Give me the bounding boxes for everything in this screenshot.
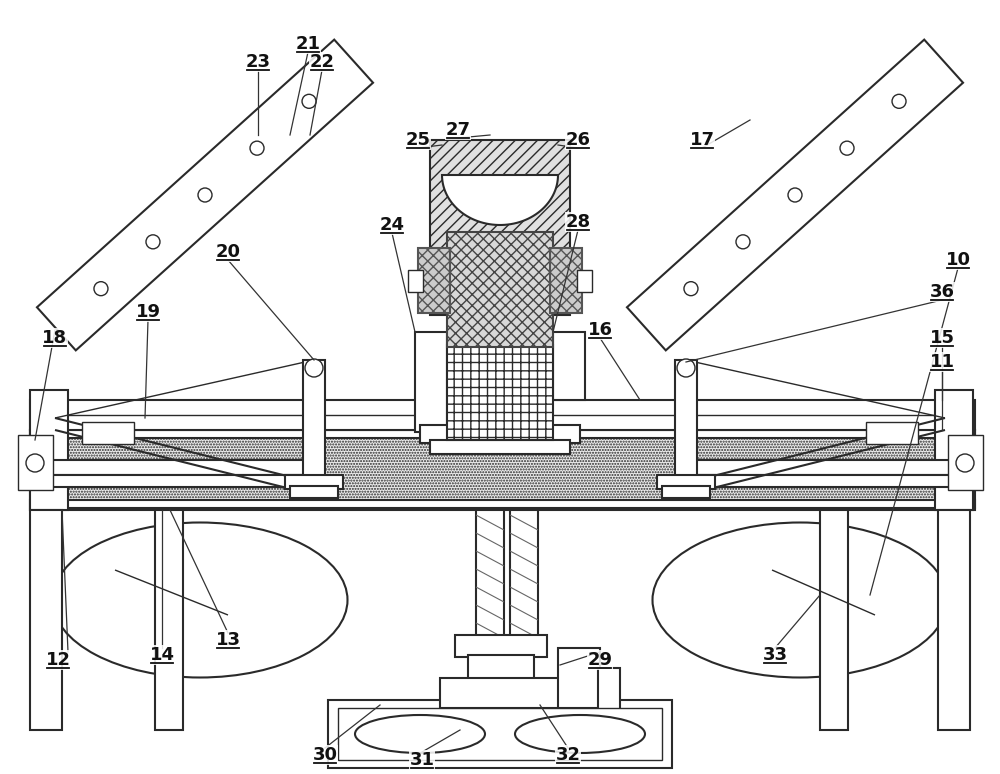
Bar — [577, 270, 592, 292]
Circle shape — [684, 282, 698, 296]
Bar — [938, 510, 970, 730]
Bar — [408, 270, 423, 292]
Circle shape — [788, 188, 802, 202]
Text: 21: 21 — [296, 35, 320, 53]
Bar — [420, 425, 580, 443]
Circle shape — [840, 141, 854, 155]
Bar — [553, 332, 585, 400]
Bar — [328, 700, 672, 768]
Text: 25: 25 — [406, 131, 430, 149]
Bar — [415, 332, 447, 432]
Bar — [30, 500, 975, 508]
Bar — [685, 460, 970, 475]
Ellipse shape — [52, 522, 348, 677]
Bar — [662, 486, 710, 498]
Bar — [550, 248, 582, 313]
Bar — [820, 510, 848, 730]
Ellipse shape — [652, 522, 948, 677]
Bar — [657, 475, 715, 489]
Circle shape — [198, 188, 212, 202]
Ellipse shape — [515, 715, 645, 753]
Text: 36: 36 — [930, 283, 954, 301]
Text: 30: 30 — [312, 746, 338, 764]
Bar — [30, 510, 62, 730]
Bar — [155, 510, 183, 730]
Circle shape — [26, 454, 44, 472]
Circle shape — [302, 94, 316, 108]
Bar — [468, 655, 534, 680]
Bar — [685, 475, 970, 487]
Text: 16: 16 — [588, 321, 612, 339]
Bar — [303, 360, 325, 480]
Circle shape — [956, 454, 974, 472]
Bar — [285, 475, 343, 489]
Bar — [455, 635, 547, 657]
Circle shape — [677, 359, 695, 377]
Bar — [598, 668, 620, 710]
Circle shape — [146, 235, 160, 248]
Bar — [290, 486, 338, 498]
Bar — [430, 440, 570, 454]
Text: 20: 20 — [216, 243, 240, 261]
Bar — [37, 39, 373, 351]
Text: 32: 32 — [556, 746, 580, 764]
Circle shape — [736, 235, 750, 248]
Circle shape — [305, 359, 323, 377]
Bar — [476, 510, 504, 640]
Circle shape — [94, 282, 108, 296]
Bar — [948, 435, 983, 490]
Text: 11: 11 — [930, 353, 954, 371]
Bar — [675, 360, 697, 480]
Bar — [558, 648, 600, 708]
Bar — [30, 400, 975, 430]
Circle shape — [892, 94, 906, 108]
Bar — [447, 345, 553, 440]
Text: 17: 17 — [690, 131, 714, 149]
Text: 12: 12 — [46, 651, 70, 669]
Bar — [30, 460, 310, 475]
Text: 27: 27 — [446, 121, 471, 139]
Polygon shape — [442, 175, 558, 225]
Text: 23: 23 — [246, 53, 270, 71]
Text: 15: 15 — [930, 329, 954, 347]
Text: 18: 18 — [42, 329, 68, 347]
Bar — [935, 390, 973, 510]
Bar — [447, 232, 553, 347]
Bar — [440, 678, 560, 708]
Bar — [510, 510, 538, 640]
Text: 10: 10 — [946, 251, 970, 269]
Bar — [627, 39, 963, 351]
Text: 33: 33 — [763, 646, 788, 664]
Text: 26: 26 — [566, 131, 590, 149]
Bar — [18, 435, 53, 490]
Bar — [82, 422, 134, 444]
Bar — [30, 475, 310, 487]
Circle shape — [250, 141, 264, 155]
Text: 24: 24 — [380, 216, 404, 234]
Bar — [430, 140, 570, 315]
Bar — [30, 430, 975, 438]
Text: 19: 19 — [136, 303, 160, 321]
Text: 28: 28 — [565, 213, 591, 231]
Text: 13: 13 — [216, 631, 240, 649]
Ellipse shape — [355, 715, 485, 753]
Text: 31: 31 — [410, 751, 434, 769]
Bar — [338, 708, 662, 760]
Bar — [866, 422, 918, 444]
Text: 14: 14 — [150, 646, 175, 664]
Bar — [418, 248, 450, 313]
Bar — [30, 430, 975, 510]
Bar — [30, 390, 68, 510]
Text: 29: 29 — [588, 651, 612, 669]
Text: 22: 22 — [310, 53, 334, 71]
